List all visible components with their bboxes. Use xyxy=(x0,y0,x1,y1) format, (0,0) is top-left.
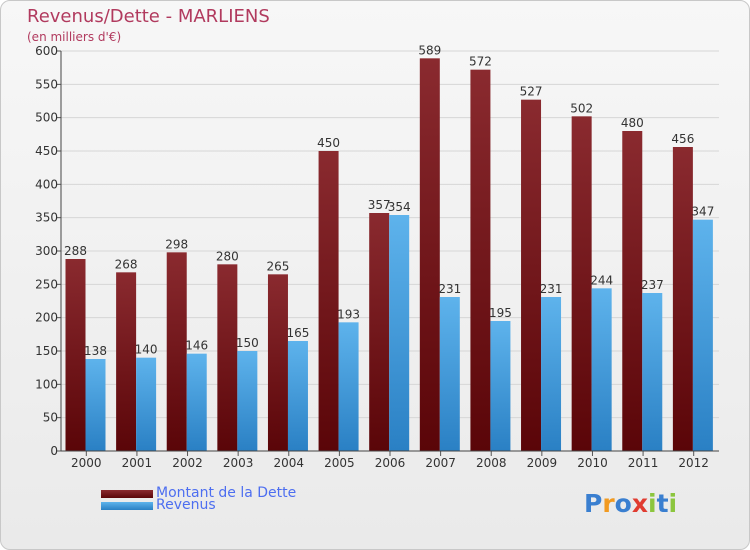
bar-revenus xyxy=(237,351,258,451)
bar-dette xyxy=(571,116,592,451)
data-label-revenus: 195 xyxy=(489,306,512,320)
x-tick-label: 2002 xyxy=(172,456,203,470)
logo-letter: i xyxy=(648,489,657,518)
x-tick-label: 2006 xyxy=(375,456,406,470)
y-tick-label: 150 xyxy=(35,344,58,358)
data-label-revenus: 244 xyxy=(590,273,613,287)
y-tick-label: 0 xyxy=(50,444,58,458)
data-label-dette: 589 xyxy=(418,43,441,57)
data-label-revenus: 165 xyxy=(287,326,310,340)
data-label-dette: 288 xyxy=(64,244,87,258)
data-label-dette: 265 xyxy=(267,259,290,273)
data-label-dette: 450 xyxy=(317,136,340,150)
legend-swatch-dette xyxy=(101,490,153,498)
x-tick-label: 2009 xyxy=(527,456,558,470)
y-axis-ticks: 0 50 100 150 200 250 300 350 400 450 500 550 600 xyxy=(35,44,61,458)
legend-label-dette: Montant de la Dette xyxy=(156,485,297,501)
data-label-revenus: 231 xyxy=(438,282,461,296)
data-label-dette: 456 xyxy=(671,132,694,146)
x-tick-label: 2012 xyxy=(678,456,709,470)
bar-revenus xyxy=(136,357,157,451)
logo-letter: i xyxy=(668,489,678,518)
data-label-revenus: 354 xyxy=(388,200,411,214)
data-label-revenus: 146 xyxy=(185,339,208,353)
chart-title: Revenus/Dette - MARLIENS xyxy=(27,6,270,27)
data-label-dette: 280 xyxy=(216,249,239,263)
bar-dette xyxy=(217,264,238,451)
legend-label-revenus: Revenus xyxy=(156,497,216,513)
data-label-dette: 480 xyxy=(621,116,644,130)
y-tick-label: 550 xyxy=(35,77,58,91)
bar-revenus xyxy=(642,293,663,451)
data-label-revenus: 237 xyxy=(641,278,664,292)
y-tick-label: 500 xyxy=(35,111,58,125)
y-tick-label: 100 xyxy=(35,377,58,391)
y-tick-label: 600 xyxy=(35,44,58,58)
bar-dette xyxy=(622,131,643,451)
y-tick-label: 450 xyxy=(35,144,58,158)
y-tick-label: 400 xyxy=(35,177,58,191)
bars xyxy=(65,58,713,452)
data-label-dette: 357 xyxy=(368,198,391,212)
x-tick-label: 2004 xyxy=(273,456,304,470)
bar-dette xyxy=(166,252,187,451)
data-label-revenus: 140 xyxy=(135,343,158,357)
bar-dette xyxy=(369,213,390,451)
bar-dette xyxy=(116,272,137,451)
logo-letter: r xyxy=(602,489,615,518)
bar-dette xyxy=(267,274,288,451)
x-tick-label: 2007 xyxy=(425,456,456,470)
data-labels: 2881382681402981462801502651654501933573… xyxy=(64,43,714,358)
logo-letter: o xyxy=(614,489,632,518)
data-label-dette: 527 xyxy=(520,85,543,99)
bar-revenus xyxy=(287,341,308,451)
bar-dette xyxy=(318,151,339,451)
proxiti-logo: Proxiti xyxy=(584,489,677,518)
x-tick-label: 2010 xyxy=(577,456,608,470)
bar-revenus xyxy=(490,321,511,451)
x-tick-label: 2008 xyxy=(476,456,507,470)
bar-revenus xyxy=(85,359,106,451)
bar-dette xyxy=(672,147,693,451)
data-label-revenus: 150 xyxy=(236,336,259,350)
bar-revenus xyxy=(692,219,713,451)
bar-dette xyxy=(470,69,491,452)
y-tick-label: 50 xyxy=(43,411,58,425)
y-tick-label: 200 xyxy=(35,311,58,325)
axes xyxy=(60,51,719,452)
data-label-revenus: 347 xyxy=(691,205,714,219)
data-label-dette: 502 xyxy=(570,101,593,115)
legend-swatch-revenus xyxy=(101,502,153,510)
data-label-dette: 572 xyxy=(469,55,492,69)
bar-revenus xyxy=(541,297,562,451)
y-tick-label: 250 xyxy=(35,277,58,291)
data-label-revenus: 231 xyxy=(540,282,563,296)
x-axis-ticks: 2000 2001 2002 2003 2004 2005 2006 2007 2008 2009… xyxy=(71,451,709,470)
y-tick-label: 300 xyxy=(35,244,58,258)
bar-dette xyxy=(521,99,542,452)
y-tick-label: 350 xyxy=(35,211,58,225)
bar-revenus xyxy=(389,215,410,451)
data-label-revenus: 193 xyxy=(337,307,360,321)
x-tick-label: 2011 xyxy=(628,456,659,470)
data-label-dette: 298 xyxy=(165,237,188,251)
x-tick-label: 2001 xyxy=(122,456,153,470)
x-tick-label: 2003 xyxy=(223,456,254,470)
bar-revenus xyxy=(338,322,359,451)
x-tick-label: 2005 xyxy=(324,456,355,470)
data-label-dette: 268 xyxy=(115,257,138,271)
data-label-revenus: 138 xyxy=(84,344,107,358)
bar-revenus xyxy=(439,297,460,451)
bar-chart: 0 50 100 150 200 250 300 350 400 450 500 550 600 288… xyxy=(35,43,719,470)
x-tick-label: 2000 xyxy=(71,456,102,470)
bar-dette xyxy=(419,58,440,451)
bar-dette xyxy=(65,259,86,451)
logo-letter: x xyxy=(631,489,648,518)
logo-letter: P xyxy=(584,489,603,518)
logo-letter: t xyxy=(656,489,669,518)
bar-revenus xyxy=(591,288,612,451)
chart-subtitle: (en milliers d'€) xyxy=(27,30,122,44)
bar-revenus xyxy=(186,353,207,451)
